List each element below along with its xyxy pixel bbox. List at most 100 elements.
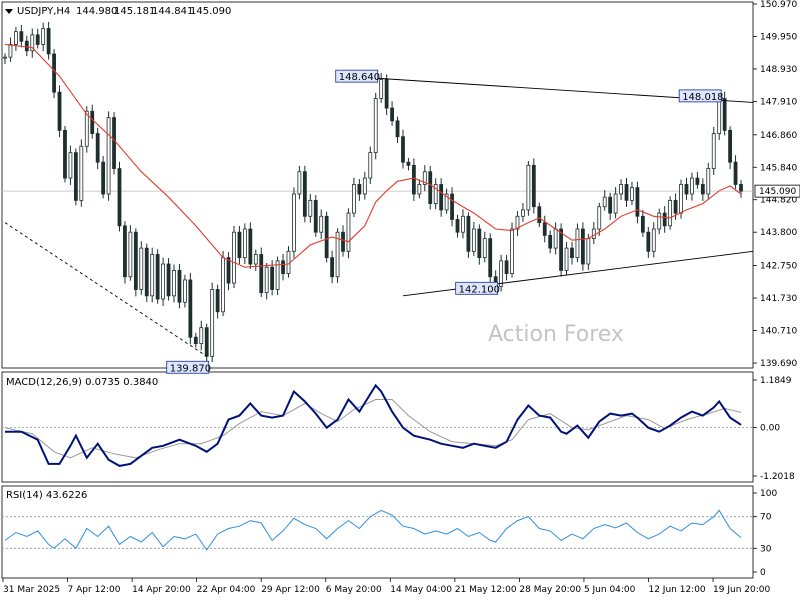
candle-body [226,257,231,284]
candle-body [564,247,569,271]
candle-body [537,206,542,224]
candle-body [510,228,514,274]
candle-body [679,184,683,214]
candle-body [722,98,727,131]
candle-body [46,28,51,55]
symbol-dropdown-icon[interactable] [5,9,13,14]
candle-body [711,133,716,169]
price-label-box [455,281,499,295]
time-tick-label: 22 Apr 04:00 [197,585,256,595]
price-label: 148.640 [339,72,380,83]
candle-body [221,257,225,313]
rsi-tick-label: 70 [760,513,772,523]
candle-body [79,145,84,201]
candle-body [504,260,509,274]
candle-body [14,31,18,45]
candle-body [3,56,7,59]
candle-body [433,184,438,204]
candle-body [319,215,324,233]
macd-panel-frame [1,371,754,483]
candle-body [411,164,416,195]
candle-body [166,263,171,297]
current-price-label: 145.090 [759,187,796,197]
price-tick-label: 145.840 [760,163,797,173]
candle-body [335,231,340,278]
candle-body [95,133,100,163]
macd-signal-line [4,399,742,459]
candle-body [450,193,454,220]
candle-body [139,247,144,290]
candle-body [728,129,732,163]
candle-body [406,161,411,166]
trendline-decline [4,222,207,357]
time-tick-label: 7 Apr 12:00 [68,585,121,595]
candle-body [575,228,580,259]
candle-body [602,196,607,208]
candle-body [106,117,111,195]
time-tick-label: 21 May 12:00 [455,585,517,595]
candle-body [591,228,596,239]
watermark: Action Forex [488,322,624,347]
candle-body [24,40,29,52]
candle-body [390,107,394,122]
candle-body [428,171,433,204]
candle-body [215,289,220,313]
candle-body [264,266,269,294]
price-tick-label: 142.750 [760,262,797,272]
candle-body [123,225,127,278]
candle-body [172,269,176,297]
candle-body [624,184,629,201]
candle-body [635,187,640,217]
candle-body [84,110,89,147]
candle-body [444,193,449,211]
price-tick-label: 148.930 [760,65,797,75]
candle-body [193,336,198,344]
candle-body [466,215,471,252]
candle-body [30,34,35,52]
candle-body [144,247,149,297]
candle-body [690,177,694,195]
candle-body [542,222,547,236]
candle-body [471,228,476,252]
price-label: 148.018 [682,92,723,103]
rsi-y-axis: 100 70 30 0 [753,489,777,578]
moving-average [4,43,742,268]
candle-body [330,257,335,278]
candle-body [673,199,678,214]
macd-main-line [5,383,742,467]
candle-body [313,199,318,233]
price-tick-label: 150.970 [760,0,797,10]
candle-body [526,164,531,211]
candle-body [684,184,689,195]
price-annotations: 148.640 148.018 142.100 139.870 [166,69,724,374]
candle-body [101,161,106,195]
candle-body [553,228,558,249]
candle-body [461,215,465,233]
rsi-tick-label: 0 [760,568,766,578]
candle-body [597,206,602,230]
header-symbol: USDJPY,H4 [17,6,70,17]
candle-body [117,168,122,227]
moving-average-line [4,43,742,268]
candle-body [292,193,296,252]
price-tick-label: 147.910 [760,97,797,107]
candle-body [73,152,78,201]
rsi-lines [2,509,753,551]
candle-body [515,215,520,230]
candle-body [417,184,422,195]
time-tick-label: 5 Jun 04:00 [584,585,636,595]
candle-body [657,212,662,230]
candle-body [717,98,722,134]
time-tick-label: 14 May 04:00 [390,585,452,595]
candle-body [668,199,673,227]
candle-body [237,231,242,259]
candle-body [439,184,444,211]
candle-body [232,231,236,284]
price-panel-frame [1,1,754,369]
candle-body [373,98,378,154]
price-y-axis: 150.970 149.950 148.930 147.910 146.860 145.8… [753,0,800,369]
candle-body [586,238,591,265]
macd-lines [2,383,753,467]
price-label-box [335,69,379,83]
